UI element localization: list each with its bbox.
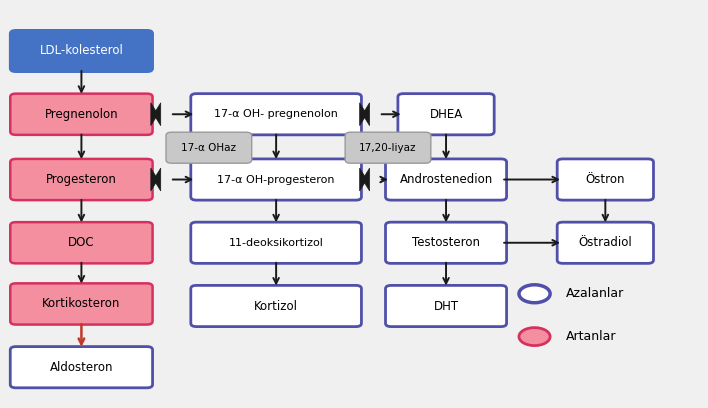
- Text: DHT: DHT: [433, 299, 459, 313]
- FancyBboxPatch shape: [11, 222, 153, 264]
- Polygon shape: [362, 168, 370, 191]
- Text: LDL-kolesterol: LDL-kolesterol: [40, 44, 123, 58]
- FancyBboxPatch shape: [166, 132, 252, 163]
- Polygon shape: [154, 168, 161, 191]
- Polygon shape: [154, 103, 161, 126]
- FancyBboxPatch shape: [191, 222, 361, 264]
- Text: Testosteron: Testosteron: [412, 236, 480, 249]
- Text: Azalanlar: Azalanlar: [566, 287, 624, 300]
- FancyBboxPatch shape: [191, 94, 361, 135]
- Text: Artanlar: Artanlar: [566, 330, 617, 343]
- Polygon shape: [362, 103, 370, 126]
- Text: Kortikosteron: Kortikosteron: [42, 297, 120, 310]
- FancyBboxPatch shape: [11, 283, 153, 325]
- Text: 17,20-liyaz: 17,20-liyaz: [359, 143, 417, 153]
- Text: Pregnenolon: Pregnenolon: [45, 108, 118, 121]
- Text: Kortizol: Kortizol: [254, 299, 298, 313]
- FancyBboxPatch shape: [11, 31, 153, 72]
- FancyBboxPatch shape: [11, 94, 153, 135]
- Circle shape: [519, 285, 550, 303]
- Text: 11-deoksikortizol: 11-deoksikortizol: [229, 238, 324, 248]
- Polygon shape: [151, 168, 158, 191]
- Text: DHEA: DHEA: [430, 108, 462, 121]
- Text: 17-α OH- pregnenolon: 17-α OH- pregnenolon: [215, 109, 338, 119]
- Text: 17-α OHaz: 17-α OHaz: [181, 143, 236, 153]
- FancyBboxPatch shape: [191, 286, 361, 326]
- Text: 17-α OH-progesteron: 17-α OH-progesteron: [217, 175, 335, 184]
- FancyBboxPatch shape: [398, 94, 494, 135]
- FancyBboxPatch shape: [385, 222, 507, 264]
- FancyBboxPatch shape: [557, 159, 653, 200]
- Polygon shape: [360, 103, 367, 126]
- Text: Aldosteron: Aldosteron: [50, 361, 113, 374]
- Text: Progesteron: Progesteron: [46, 173, 117, 186]
- FancyBboxPatch shape: [385, 159, 507, 200]
- Polygon shape: [151, 103, 158, 126]
- FancyBboxPatch shape: [191, 159, 361, 200]
- FancyBboxPatch shape: [557, 222, 653, 264]
- Circle shape: [519, 328, 550, 346]
- Polygon shape: [360, 168, 367, 191]
- FancyBboxPatch shape: [11, 159, 153, 200]
- Text: Androstenedion: Androstenedion: [399, 173, 493, 186]
- FancyBboxPatch shape: [385, 286, 507, 326]
- FancyBboxPatch shape: [11, 346, 153, 388]
- FancyBboxPatch shape: [346, 132, 430, 163]
- Text: DOC: DOC: [68, 236, 95, 249]
- Text: Östradiol: Östradiol: [578, 236, 632, 249]
- Text: Östron: Östron: [586, 173, 625, 186]
